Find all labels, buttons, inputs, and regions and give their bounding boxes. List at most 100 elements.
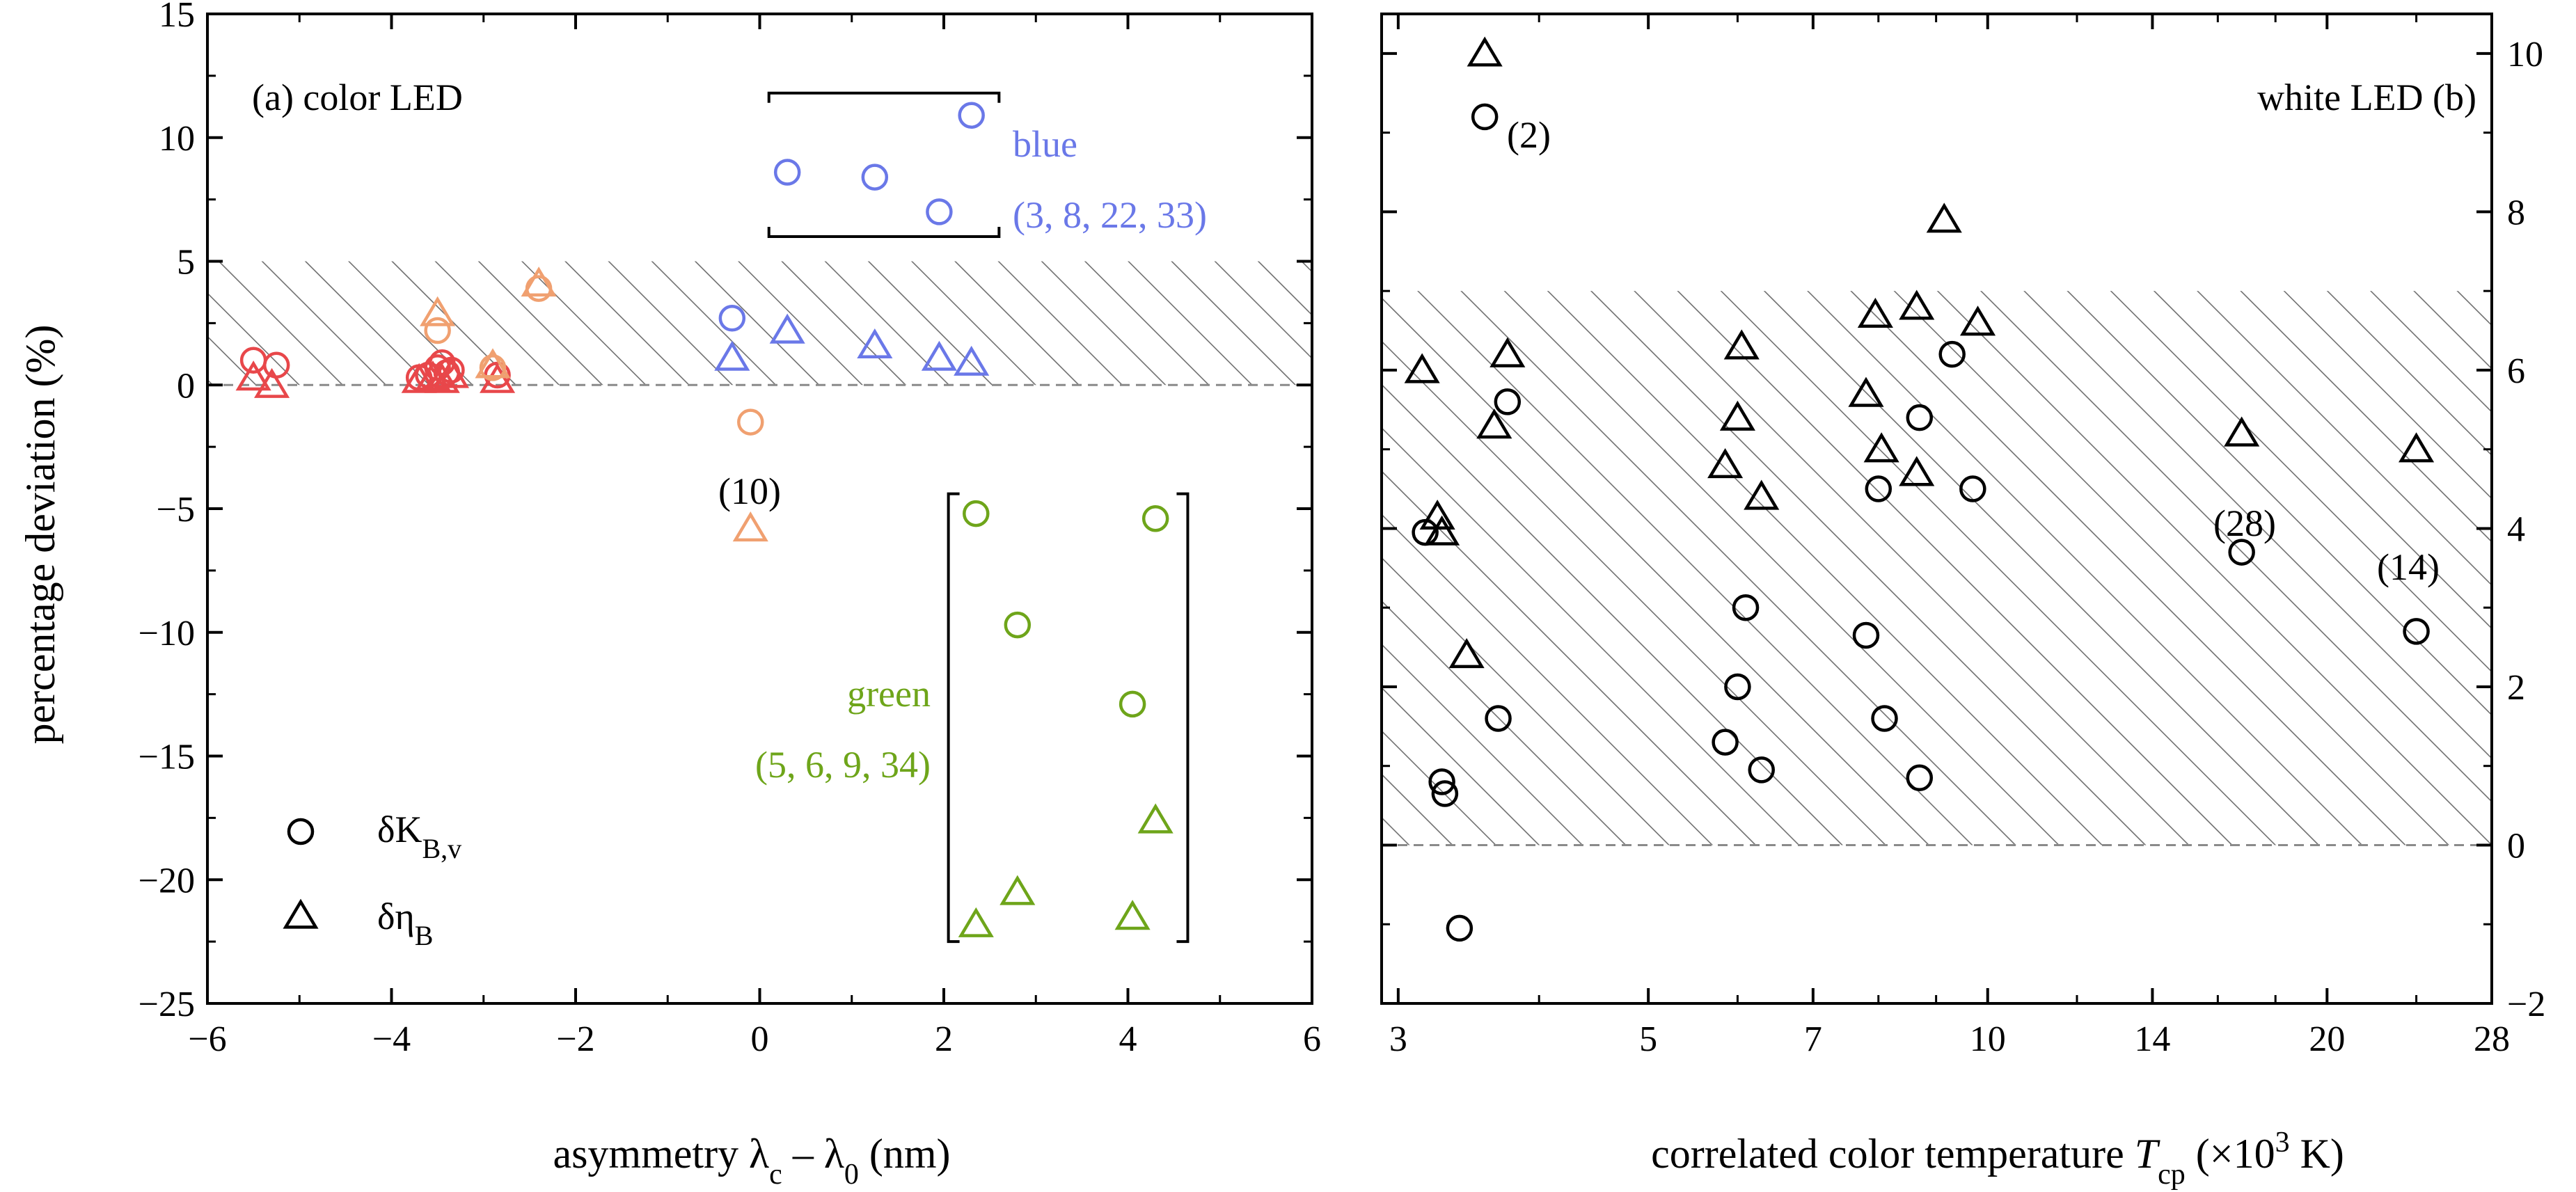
panel-b: white LED (b) correlated color temperatu…	[1380, 13, 2545, 1191]
data-point-circle-white	[1938, 340, 1966, 368]
legend-triangle-marker	[283, 898, 319, 929]
data-point-triangle-green	[999, 875, 1036, 905]
green-group-label: green	[847, 673, 931, 715]
x-title-b-prefix: correlated color temperature	[1651, 1131, 2135, 1177]
data-point-triangle-green	[1114, 900, 1151, 930]
x-title-prefix: asymmetry λ	[553, 1131, 769, 1177]
x-title-sub-0: 0	[844, 1159, 859, 1191]
panel-a: (a) color LED asymmetry λc – λ0 (nm) per…	[17, 0, 1321, 1191]
panel-b-x-axis-title: correlated color temperature Tcp (×103 K…	[1651, 1127, 2344, 1191]
panel-a-annotation: (a) color LED	[252, 77, 463, 118]
legend-kbv-sub: B,v	[422, 833, 461, 864]
data-point-circle-orange	[479, 354, 507, 381]
data-point-circle-white	[1494, 388, 1522, 415]
x-tick-label: 2	[935, 1019, 953, 1059]
data-point-triangle-red	[235, 360, 271, 391]
data-point-triangle-white	[1899, 289, 1935, 320]
data-point-triangle-blue	[714, 340, 750, 371]
x-title-b-unit-close: K)	[2290, 1131, 2344, 1177]
x-tick-label-b: 10	[1970, 1019, 2006, 1059]
x-tick-label-b: 20	[2309, 1019, 2345, 1059]
y-tick-label-b: 4	[2507, 509, 2525, 549]
x-tick-label: −4	[372, 1019, 411, 1059]
panel-b-annotation: white LED (b)	[2257, 77, 2476, 118]
y-tick-label: 0	[177, 366, 195, 406]
y-tick-label-b: 2	[2507, 668, 2525, 708]
data-point-circle-white	[1852, 621, 1880, 649]
data-point-triangle-white	[1863, 432, 1899, 463]
data-point-triangle-red	[433, 358, 470, 388]
data-point-triangle-orange	[475, 348, 511, 379]
legend-kbv-main: δK	[377, 809, 422, 850]
data-point-circle-blue	[861, 164, 889, 191]
x-title-mid: – λ	[782, 1131, 844, 1177]
x-title-suffix: (nm)	[859, 1131, 951, 1177]
ref-28-label: (28)	[2213, 502, 2276, 544]
x-tick-label-b: 28	[2474, 1019, 2510, 1059]
y-tick-label-b: −2	[2507, 985, 2545, 1024]
data-point-circle-white	[1428, 768, 1455, 795]
data-point-triangle-white	[1959, 305, 1996, 336]
data-point-circle-white	[1959, 475, 1986, 502]
y-tick-label-b: 0	[2507, 826, 2525, 866]
x-title-b-unit-open: (×10	[2186, 1131, 2275, 1177]
green-bracket-left	[947, 492, 960, 944]
blue-bracket-bottom	[767, 226, 1001, 238]
x-tick-label: −6	[188, 1019, 226, 1059]
data-point-triangle-red	[415, 360, 451, 391]
x-tick-label: 6	[1303, 1019, 1321, 1059]
data-point-circle-white	[1712, 729, 1739, 756]
y-tick-label: −5	[157, 490, 195, 530]
x-tick-label-b: 5	[1639, 1019, 1657, 1059]
data-point-triangle-white	[1744, 479, 1780, 510]
data-point-triangle-red	[424, 363, 460, 393]
data-point-triangle-orange	[420, 296, 456, 326]
data-point-triangle-white	[1476, 408, 1512, 439]
legend-circle-marker	[287, 818, 315, 845]
panel-a-x-axis-title: asymmetry λc – λ0 (nm)	[553, 1131, 950, 1191]
legend-eta-main: δη	[377, 896, 415, 937]
data-point-triangle-blue	[857, 328, 893, 359]
data-point-triangle-white	[1467, 36, 1503, 67]
data-point-triangle-white	[1899, 456, 1935, 486]
data-point-circle-white	[1871, 705, 1898, 732]
data-point-triangle-white	[2399, 432, 2435, 463]
data-point-circle-orange	[424, 317, 451, 344]
data-point-triangle-white	[1719, 400, 1755, 431]
data-point-triangle-green	[1137, 803, 1174, 834]
green-bracket-right	[1176, 492, 1190, 944]
data-point-circle-green	[1119, 690, 1146, 718]
data-point-circle-orange	[737, 408, 764, 436]
data-point-triangle-white	[2224, 416, 2260, 447]
x-title-b-sup: 3	[2275, 1127, 2290, 1159]
data-point-triangle-white	[1448, 638, 1485, 669]
data-point-triangle-white	[1848, 376, 1884, 407]
y-tick-label-b: 8	[2507, 193, 2525, 232]
y-tick-label: 10	[159, 119, 195, 159]
data-point-triangle-white	[1404, 353, 1440, 383]
x-tick-label: −2	[556, 1019, 594, 1059]
legend-eta-sub: B	[415, 920, 434, 951]
data-point-circle-white	[2403, 618, 2430, 645]
y-tick-label: −25	[139, 985, 195, 1024]
data-point-circle-blue	[958, 102, 985, 129]
data-point-triangle-white	[1490, 337, 1526, 367]
y-tick-label: 15	[159, 0, 195, 35]
panel-a-y-axis-title: percentage deviation (%)	[17, 324, 63, 744]
data-point-circle-white	[1724, 673, 1751, 701]
data-point-circle-white	[1446, 914, 1473, 942]
data-point-triangle-blue	[769, 313, 805, 344]
data-point-triangle-white	[1707, 448, 1744, 479]
data-point-triangle-white	[1424, 515, 1460, 546]
data-point-triangle-white	[1926, 202, 1962, 233]
data-point-circle-white	[1906, 764, 1934, 792]
tolerance-band	[207, 261, 1312, 386]
x-tick-label: 4	[1119, 1019, 1137, 1059]
x-title-b-sub: cp	[2158, 1159, 2186, 1191]
x-tick-label: 0	[751, 1019, 769, 1059]
ref-2-label: (2)	[1507, 114, 1551, 156]
data-point-triangle-orange	[521, 267, 557, 297]
y-tick-label: −20	[139, 861, 195, 900]
data-point-circle-white	[1431, 780, 1459, 807]
data-point-circle-white	[1485, 705, 1512, 732]
